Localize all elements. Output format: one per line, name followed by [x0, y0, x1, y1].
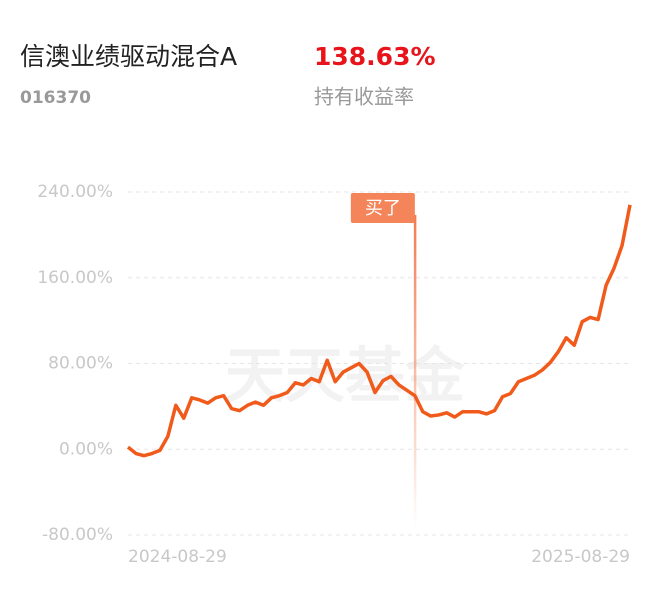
y-tick-label: 80.00% — [48, 354, 113, 374]
x-tick-label: 2025-08-29 — [531, 547, 630, 567]
y-tick-label: 0.00% — [59, 439, 113, 459]
watermark: 天天基金 — [225, 342, 466, 412]
buy-label: 买了 — [365, 198, 401, 219]
fund-code: 016370 — [20, 88, 91, 108]
y-tick-label: -80.00% — [42, 525, 113, 545]
buy-badge — [350, 193, 415, 223]
return-value: 138.63% — [314, 42, 436, 71]
return-label: 持有收益率 — [314, 85, 414, 109]
y-tick-label: 240.00% — [37, 182, 113, 202]
fund-title: 信澳业绩驱动混合A — [20, 42, 237, 71]
buy-line — [413, 215, 417, 530]
line — [126, 204, 632, 458]
x-tick-label: 2024-08-29 — [128, 547, 227, 567]
y-tick-label: 160.00% — [37, 268, 113, 288]
